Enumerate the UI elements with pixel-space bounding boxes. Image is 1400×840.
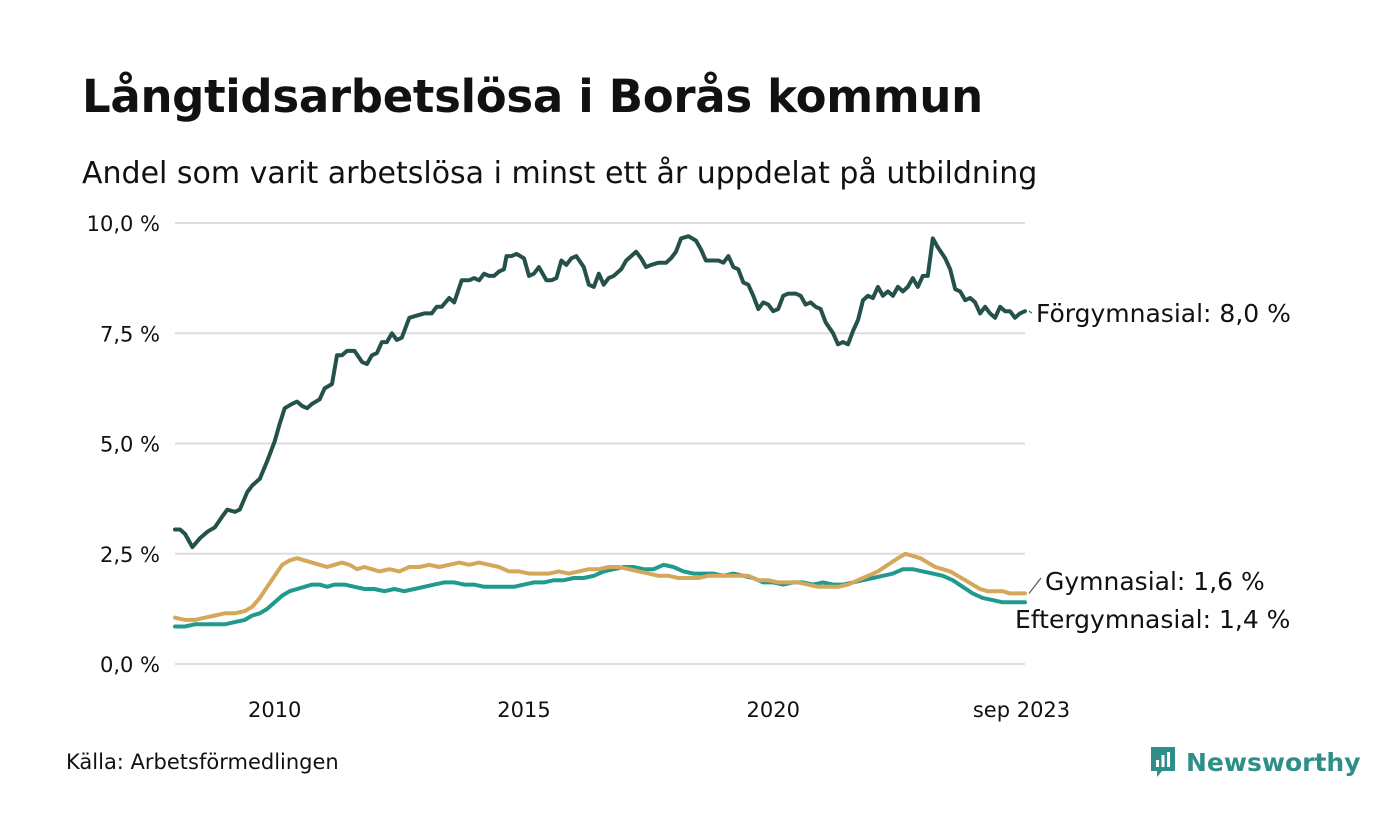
x-tick-label: sep 2023 <box>973 698 1070 722</box>
brand-name: Newsworthy <box>1186 747 1361 777</box>
series-end-label-förgymnasial: Förgymnasial: 8,0 % <box>1036 299 1291 328</box>
y-tick-label: 5,0 % <box>100 433 160 457</box>
source-note: Källa: Arbetsförmedlingen <box>66 750 339 774</box>
series-end-labels: Förgymnasial: 8,0 % Gymnasial: 1,6 % Efter… <box>1015 299 1291 634</box>
y-tick-label: 10,0 % <box>87 212 160 236</box>
x-tick-label: 2015 <box>497 698 550 722</box>
series-end-label-gymnasial: Gymnasial: 1,6 % <box>1045 567 1265 596</box>
series-lines <box>173 234 1027 629</box>
label-leader-line <box>1028 577 1042 594</box>
series-line-gymnasial <box>173 551 1027 622</box>
series-end-label-eftergymnasial: Eftergymnasial: 1,4 % <box>1015 605 1290 634</box>
chart-title: Långtidsarbetslösa i Borås kommun <box>82 70 983 123</box>
x-tick-label: 2020 <box>747 698 800 722</box>
y-axis-tick-labels: 0,0 % 2,5 % 5,0 % 7,5 % 10,0 % <box>87 212 160 677</box>
chart-subtitle: Andel som varit arbetslösa i minst ett å… <box>82 156 1038 191</box>
series-line-eftergymnasial <box>173 562 1027 629</box>
grid-lines <box>175 222 1025 665</box>
y-tick-label: 0,0 % <box>100 653 160 677</box>
label-leader-line <box>1028 310 1033 314</box>
x-tick-label: 2010 <box>248 698 301 722</box>
y-tick-label: 2,5 % <box>100 543 160 567</box>
series-line-förgymnasial <box>173 234 1027 550</box>
x-axis-tick-labels: 2010 2015 2020 sep 2023 <box>248 698 1070 722</box>
y-tick-label: 7,5 % <box>100 322 160 346</box>
newsworthy-logo-icon <box>1151 747 1175 777</box>
brand-logo: Newsworthy <box>1148 742 1361 782</box>
